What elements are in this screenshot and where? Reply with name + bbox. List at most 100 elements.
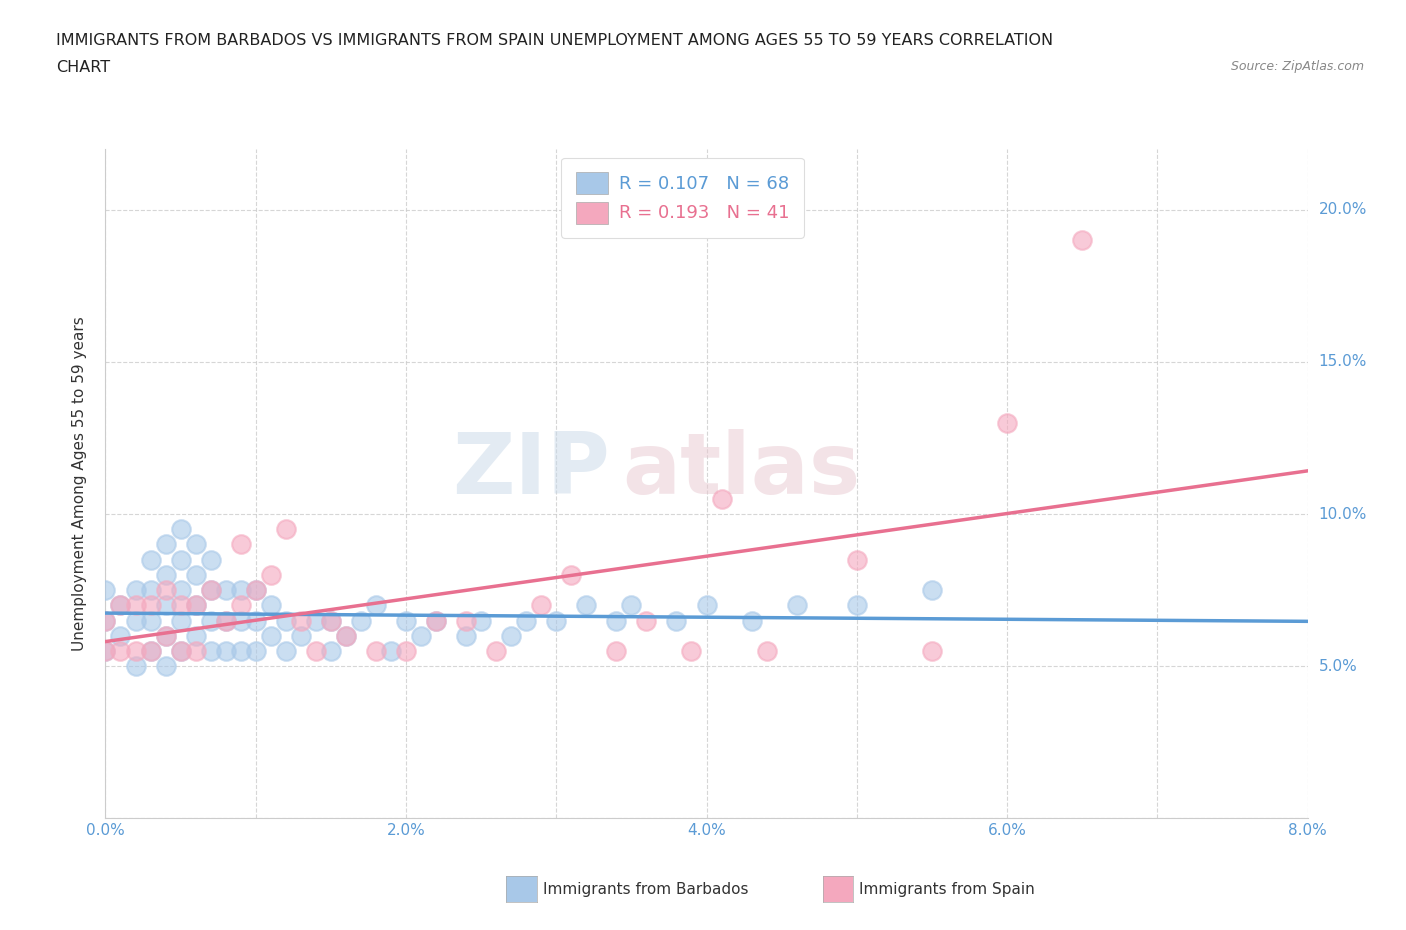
Point — [155, 537, 177, 551]
Point — [696, 598, 718, 613]
Point — [995, 416, 1018, 431]
Point — [710, 491, 733, 506]
Point — [260, 598, 283, 613]
Point — [94, 644, 117, 658]
Point — [546, 613, 568, 628]
Point — [229, 598, 252, 613]
Point — [274, 613, 297, 628]
Point — [200, 613, 222, 628]
Point — [229, 537, 252, 551]
Point — [260, 629, 283, 644]
Point — [155, 629, 177, 644]
Text: CHART: CHART — [56, 60, 110, 75]
Point — [124, 613, 146, 628]
Point — [755, 644, 778, 658]
Text: atlas: atlas — [623, 429, 860, 512]
Point — [470, 613, 492, 628]
Text: 10.0%: 10.0% — [1319, 507, 1367, 522]
Point — [124, 583, 146, 598]
Point — [169, 613, 191, 628]
Point — [139, 644, 162, 658]
Point — [184, 537, 207, 551]
Y-axis label: Unemployment Among Ages 55 to 59 years: Unemployment Among Ages 55 to 59 years — [72, 316, 87, 651]
Point — [139, 613, 162, 628]
Text: 5.0%: 5.0% — [1319, 658, 1357, 673]
Point — [229, 613, 252, 628]
Point — [184, 629, 207, 644]
Point — [786, 598, 808, 613]
Point — [200, 583, 222, 598]
Point — [305, 613, 328, 628]
Point — [485, 644, 508, 658]
Text: ZIP: ZIP — [453, 429, 610, 512]
Point — [214, 613, 236, 628]
Point — [605, 644, 627, 658]
Point — [575, 598, 598, 613]
Point — [139, 598, 162, 613]
Point — [335, 629, 357, 644]
Point — [110, 598, 132, 613]
Point — [229, 583, 252, 598]
Point — [169, 598, 191, 613]
Point — [364, 644, 387, 658]
Point — [139, 552, 162, 567]
Point — [94, 583, 117, 598]
Text: Source: ZipAtlas.com: Source: ZipAtlas.com — [1230, 60, 1364, 73]
Point — [335, 629, 357, 644]
Point — [155, 598, 177, 613]
Point — [245, 583, 267, 598]
Point — [139, 644, 162, 658]
Point — [214, 644, 236, 658]
Point — [229, 644, 252, 658]
Point — [155, 629, 177, 644]
Point — [741, 613, 763, 628]
Point — [214, 583, 236, 598]
Point — [319, 613, 342, 628]
Point — [214, 613, 236, 628]
Point — [425, 613, 447, 628]
Point — [665, 613, 688, 628]
Point — [169, 583, 191, 598]
Point — [921, 644, 943, 658]
Point — [305, 644, 328, 658]
Point — [169, 552, 191, 567]
Point — [155, 583, 177, 598]
Point — [290, 613, 312, 628]
Point — [110, 629, 132, 644]
Text: 15.0%: 15.0% — [1319, 354, 1367, 369]
Text: IMMIGRANTS FROM BARBADOS VS IMMIGRANTS FROM SPAIN UNEMPLOYMENT AMONG AGES 55 TO : IMMIGRANTS FROM BARBADOS VS IMMIGRANTS F… — [56, 33, 1053, 47]
Point — [184, 598, 207, 613]
Point — [501, 629, 523, 644]
Point — [921, 583, 943, 598]
Point — [274, 644, 297, 658]
Point — [350, 613, 373, 628]
Point — [184, 598, 207, 613]
Point — [620, 598, 643, 613]
Point — [409, 629, 432, 644]
Point — [560, 567, 582, 582]
Point — [319, 644, 342, 658]
Point — [530, 598, 553, 613]
Point — [139, 583, 162, 598]
Point — [94, 613, 117, 628]
Point — [605, 613, 627, 628]
Point — [110, 644, 132, 658]
Point — [124, 658, 146, 673]
Point — [515, 613, 537, 628]
Point — [290, 629, 312, 644]
Text: Immigrants from Spain: Immigrants from Spain — [859, 882, 1035, 897]
Point — [260, 567, 283, 582]
Point — [454, 629, 477, 644]
Point — [155, 567, 177, 582]
Point — [395, 644, 418, 658]
Point — [274, 522, 297, 537]
Point — [425, 613, 447, 628]
Point — [245, 583, 267, 598]
Point — [124, 598, 146, 613]
Point — [454, 613, 477, 628]
Point — [319, 613, 342, 628]
Point — [1071, 232, 1094, 247]
Point — [184, 567, 207, 582]
Point — [845, 552, 868, 567]
Point — [200, 552, 222, 567]
